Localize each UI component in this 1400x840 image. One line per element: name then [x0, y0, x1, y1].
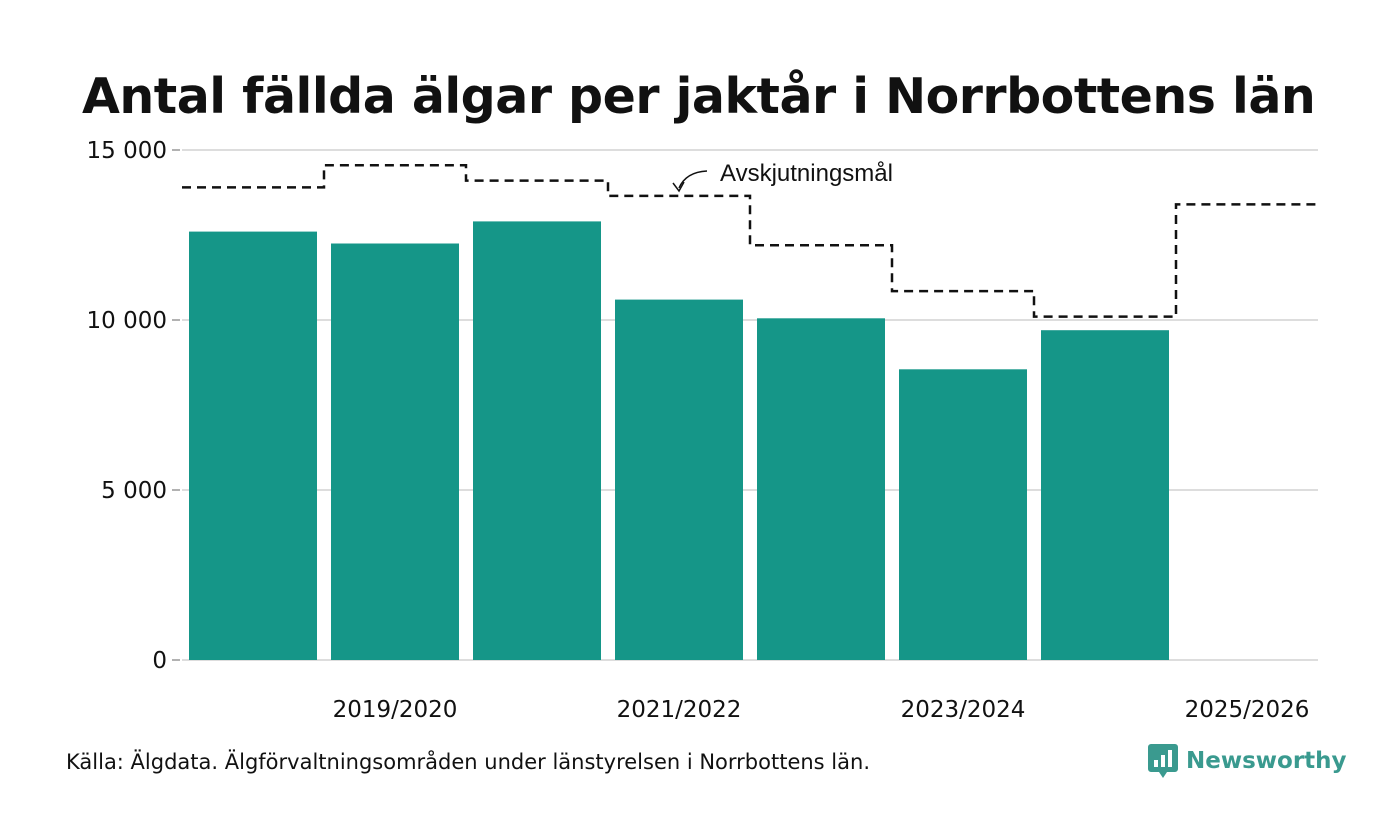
y-tick-label: 0	[152, 648, 167, 674]
x-tick-label: 2021/2022	[617, 697, 742, 723]
bar	[473, 221, 601, 660]
x-axis-ticks: 2019/2020 2021/2022 2023/2024 2025/2026	[333, 697, 1310, 723]
bar	[899, 369, 1027, 660]
source-note: Källa: Älgdata. Älgförvaltningsområden u…	[66, 750, 870, 774]
annotation: Avskjutningsmål	[672, 160, 893, 193]
chart-title: Antal fällda älgar per jaktår i Norrbott…	[82, 68, 1316, 125]
target-step-line	[182, 164, 1318, 318]
annotation-arrow	[678, 170, 708, 189]
target-line	[182, 164, 1318, 318]
brand-logo-group: Newsworthy	[1148, 744, 1347, 778]
annotation-arrowhead	[672, 181, 685, 193]
annotation-label: Avskjutningsmål	[720, 160, 893, 187]
bar	[189, 231, 317, 660]
x-tick-label: 2019/2020	[333, 697, 458, 723]
x-tick-label: 2023/2024	[901, 697, 1026, 723]
chart-bubble-icon	[1148, 744, 1178, 778]
bar	[615, 299, 743, 660]
brand-name: Newsworthy	[1186, 748, 1347, 774]
y-axis-ticks: 0 5 000 10 000 15 000	[87, 138, 180, 674]
bar	[331, 243, 459, 660]
x-tick-label: 2025/2026	[1185, 697, 1310, 723]
y-tick-label: 5 000	[101, 478, 167, 504]
bar	[1041, 330, 1169, 660]
bars	[189, 221, 1169, 660]
y-tick-label: 10 000	[87, 308, 167, 334]
bar	[757, 318, 885, 660]
y-tick-label: 15 000	[87, 138, 167, 164]
